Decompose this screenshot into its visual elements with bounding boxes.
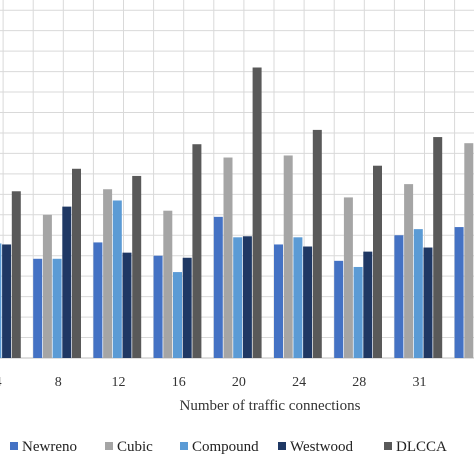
bar-cubic-20 xyxy=(223,157,233,358)
bar-westwood-24 xyxy=(303,246,313,358)
bar-cubic-24 xyxy=(283,155,293,358)
legend-swatch-westwood xyxy=(278,442,286,450)
bar-newreno-12 xyxy=(93,242,103,358)
legend-swatch-cubic xyxy=(105,442,113,450)
bars xyxy=(0,67,474,358)
bar-dlcca-24 xyxy=(312,129,322,358)
bar-newreno-28 xyxy=(334,260,344,358)
bar-newreno-20 xyxy=(213,216,223,358)
legend-swatch-compound xyxy=(180,442,188,450)
bar-compound-8 xyxy=(52,258,62,358)
bar-compound-28 xyxy=(353,266,363,358)
legend-label-westwood: Westwood xyxy=(290,439,353,455)
bar-compound-16 xyxy=(173,272,182,358)
x-tick-label: 24 xyxy=(292,375,306,390)
bar-westwood-4 xyxy=(2,244,12,358)
bar-dlcca-31 xyxy=(433,137,443,358)
bar-newreno-16 xyxy=(153,255,163,358)
bar-dlcca-4 xyxy=(11,191,21,358)
bar-newreno-8 xyxy=(33,258,43,358)
x-tick-label: 16 xyxy=(172,375,186,390)
bar-westwood-31 xyxy=(423,247,433,358)
bar-newreno-35 xyxy=(454,227,464,358)
bar-cubic-16 xyxy=(163,210,173,358)
bar-compound-24 xyxy=(293,237,303,358)
x-tick-label: 28 xyxy=(352,375,366,390)
x-tick-label: 31 xyxy=(413,375,427,390)
bar-newreno-24 xyxy=(274,244,283,358)
bar-westwood-20 xyxy=(242,236,252,358)
legend-label-cubic: Cubic xyxy=(117,439,153,455)
bar-compound-20 xyxy=(233,237,243,358)
x-tick-labels: 481216202428313 xyxy=(0,375,427,390)
bar-westwood-8 xyxy=(62,206,72,358)
bar-compound-4 xyxy=(0,243,2,358)
bar-westwood-28 xyxy=(363,251,373,358)
x-axis-title: Number of traffic connections xyxy=(180,398,361,414)
bar-westwood-16 xyxy=(182,257,192,358)
bar-compound-31 xyxy=(413,229,423,358)
x-tick-label: 4 xyxy=(0,375,2,390)
bar-dlcca-20 xyxy=(252,67,262,358)
bar-compound-12 xyxy=(112,200,122,358)
legend-label-dlcca: DLCCA xyxy=(396,439,447,455)
x-tick-label: 8 xyxy=(55,375,62,390)
legend-label-compound: Compound xyxy=(192,439,259,455)
bar-cubic-8 xyxy=(42,214,52,358)
bar-cubic-31 xyxy=(404,184,414,358)
x-tick-label: 12 xyxy=(112,375,126,390)
legend: Newreno Cubic Compound Westwood DLCCA xyxy=(10,439,447,455)
legend-label-newreno: Newreno xyxy=(22,439,77,455)
x-tick-label: 20 xyxy=(232,375,246,390)
legend-swatch-dlcca xyxy=(384,442,392,450)
bar-cubic-28 xyxy=(343,197,353,358)
bar-dlcca-16 xyxy=(192,144,202,358)
bar-dlcca-8 xyxy=(72,168,81,358)
bar-cubic-35 xyxy=(464,143,474,358)
bar-dlcca-12 xyxy=(132,175,142,358)
bar-westwood-12 xyxy=(122,252,132,358)
bar-dlcca-28 xyxy=(373,165,382,358)
legend-swatch-newreno xyxy=(10,442,18,450)
bar-cubic-12 xyxy=(103,189,113,358)
bar-newreno-31 xyxy=(394,235,404,358)
